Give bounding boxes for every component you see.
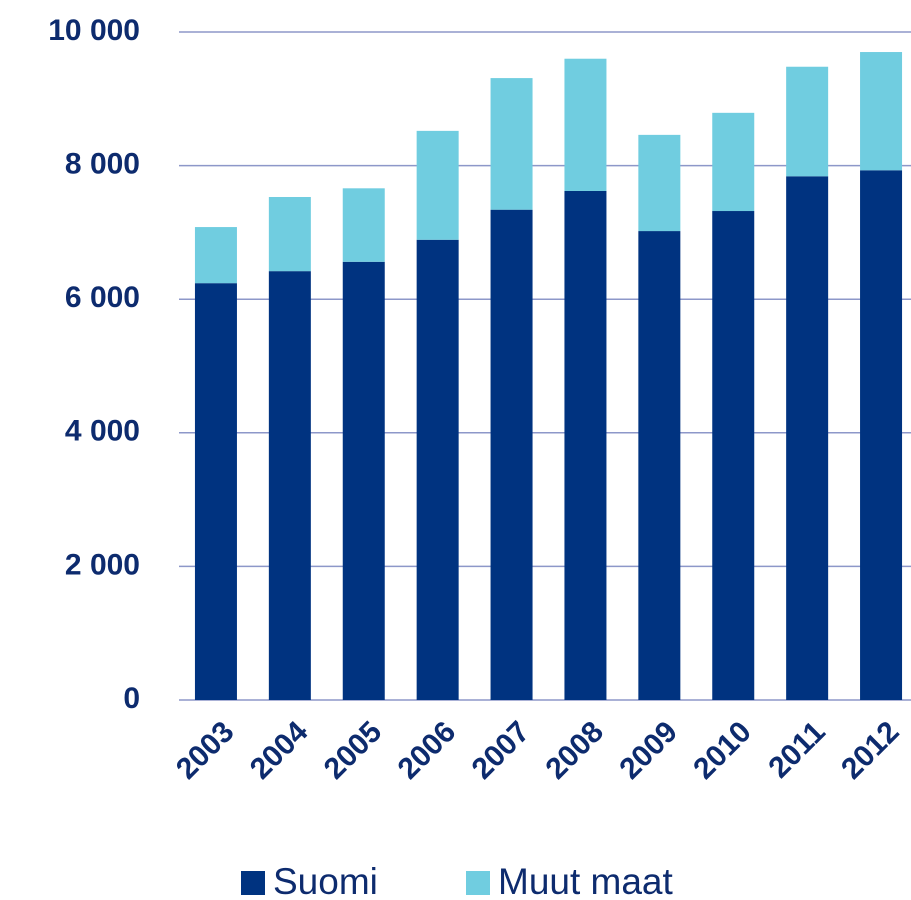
bar-segment (342, 261, 385, 700)
y-tick-label: 8 000 (65, 148, 140, 181)
x-tick-label: 2004 (244, 715, 315, 786)
bar-segment (416, 239, 459, 701)
bar-segment (638, 134, 681, 232)
y-tick-label: 4 000 (65, 415, 140, 448)
legend-label: Suomi (273, 861, 378, 900)
y-tick-label: 10 000 (48, 14, 140, 47)
legend-label: Muut maat (498, 861, 674, 900)
bar-segment (786, 66, 829, 177)
bar-segment (786, 176, 829, 701)
legend-swatch (466, 871, 490, 895)
legend-swatch (241, 871, 265, 895)
bar-segment (712, 211, 755, 701)
bar-segment (268, 196, 311, 272)
bar-segment (194, 283, 237, 700)
bar-segment (268, 271, 311, 700)
x-tick-label: 2009 (613, 715, 684, 786)
bar-segment (860, 170, 903, 700)
bar-segment (194, 227, 237, 284)
bar-segment (490, 209, 533, 701)
bar-segment (490, 78, 533, 210)
bar-segment (712, 112, 755, 212)
x-tick-label: 2003 (170, 715, 241, 786)
x-tick-label: 2011 (762, 715, 831, 784)
x-tick-label: 2008 (539, 715, 610, 786)
bar-segment (860, 52, 903, 171)
x-tick-label: 2012 (835, 715, 906, 786)
bar-segment (416, 130, 459, 240)
x-tick-label: 2010 (687, 715, 758, 786)
x-tick-label: 2007 (466, 715, 537, 786)
x-tick-label: 2006 (392, 715, 463, 786)
x-tick-label: 2005 (318, 715, 389, 786)
bar-segment (342, 188, 385, 262)
bar-segment (564, 190, 607, 700)
bar-segment (638, 231, 681, 700)
y-tick-label: 6 000 (65, 281, 140, 314)
y-tick-label: 0 (123, 682, 140, 715)
bar-segment (564, 58, 607, 191)
y-tick-label: 2 000 (65, 548, 140, 581)
